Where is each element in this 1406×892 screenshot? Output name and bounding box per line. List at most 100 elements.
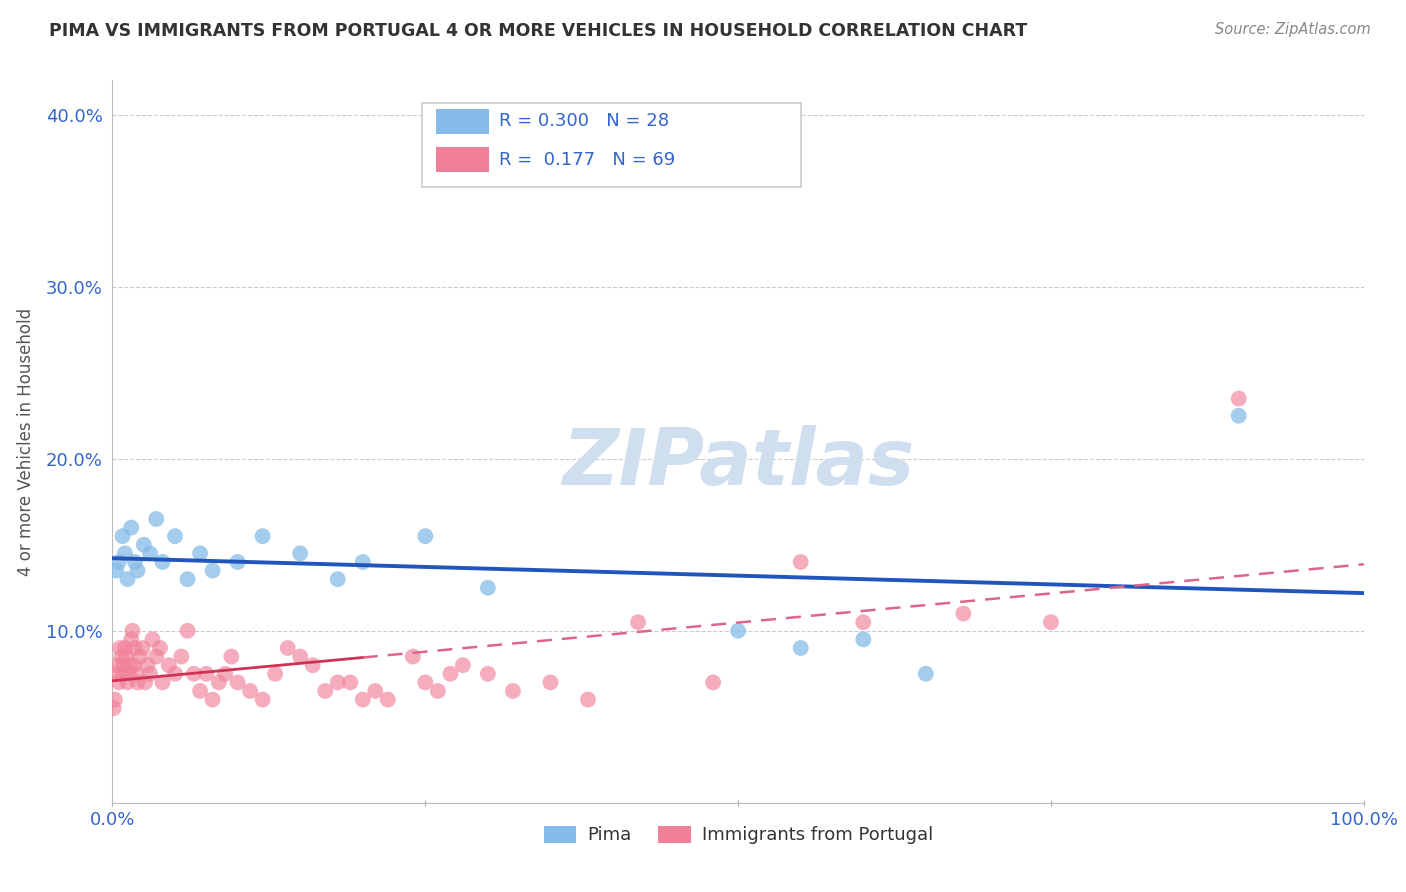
Immigrants from Portugal [124,640,146,655]
Pima [790,640,813,655]
Pima [139,546,162,560]
Immigrants from Portugal [301,658,323,673]
Immigrants from Portugal [1227,392,1250,406]
Immigrants from Portugal [111,666,134,681]
Pima [105,564,128,578]
Immigrants from Portugal [439,666,461,681]
Pima [127,564,149,578]
Immigrants from Portugal [107,658,129,673]
Immigrants from Portugal [277,640,299,655]
Pima [352,555,374,569]
Pima [290,546,312,560]
Immigrants from Portugal [576,692,599,706]
Immigrants from Portugal [122,658,145,673]
Pima [176,572,198,586]
Pima [226,555,249,569]
Immigrants from Portugal [129,649,152,664]
Immigrants from Portugal [117,675,139,690]
Immigrants from Portugal [339,675,361,690]
Immigrants from Portugal [239,684,262,698]
Pima [117,572,139,586]
Immigrants from Portugal [538,675,561,690]
Immigrants from Portugal [314,684,336,698]
Pima [477,581,499,595]
Immigrants from Portugal [221,649,243,664]
Immigrants from Portugal [264,666,287,681]
Immigrants from Portugal [208,675,231,690]
Text: R =  0.177   N = 69: R = 0.177 N = 69 [499,151,675,169]
Pima [727,624,749,638]
Immigrants from Portugal [120,632,142,647]
Immigrants from Portugal [157,658,180,673]
Immigrants from Portugal [131,640,153,655]
Text: R = 0.300   N = 28: R = 0.300 N = 28 [499,112,669,130]
Immigrants from Portugal [107,675,129,690]
Text: PIMA VS IMMIGRANTS FROM PORTUGAL 4 OR MORE VEHICLES IN HOUSEHOLD CORRELATION CHA: PIMA VS IMMIGRANTS FROM PORTUGAL 4 OR MO… [49,22,1028,40]
Immigrants from Portugal [163,666,186,681]
Immigrants from Portugal [702,675,724,690]
Immigrants from Portugal [852,615,875,630]
Immigrants from Portugal [110,649,132,664]
Immigrants from Portugal [145,649,167,664]
Immigrants from Portugal [364,684,387,698]
Immigrants from Portugal [127,675,149,690]
Pima [852,632,875,647]
Legend: Pima, Immigrants from Portugal: Pima, Immigrants from Portugal [536,818,941,852]
Immigrants from Portugal [125,666,148,681]
Pima [163,529,186,543]
Pima [915,666,938,681]
Pima [1227,409,1250,423]
Immigrants from Portugal [377,692,399,706]
Immigrants from Portugal [252,692,274,706]
Immigrants from Portugal [426,684,449,698]
Immigrants from Portugal [115,649,138,664]
Immigrants from Portugal [152,675,174,690]
Immigrants from Portugal [139,666,162,681]
Immigrants from Portugal [226,675,249,690]
Immigrants from Portugal [195,666,218,681]
Immigrants from Portugal [1039,615,1063,630]
Immigrants from Portugal [103,701,125,715]
Text: ZIPatlas: ZIPatlas [562,425,914,501]
Immigrants from Portugal [214,666,236,681]
Immigrants from Portugal [136,658,159,673]
Immigrants from Portugal [141,632,163,647]
Pima [120,520,142,534]
Immigrants from Portugal [170,649,193,664]
Pima [114,546,136,560]
Immigrants from Portugal [134,675,156,690]
Immigrants from Portugal [477,666,499,681]
Pima [111,529,134,543]
Immigrants from Portugal [176,624,198,638]
Pima [132,538,155,552]
Pima [252,529,274,543]
Pima [145,512,167,526]
Immigrants from Portugal [502,684,524,698]
Immigrants from Portugal [118,666,141,681]
Immigrants from Portugal [952,607,974,621]
Pima [188,546,211,560]
Pima [124,555,146,569]
Immigrants from Portugal [112,658,135,673]
Immigrants from Portugal [114,640,136,655]
Immigrants from Portugal [121,624,143,638]
Y-axis label: 4 or more Vehicles in Household: 4 or more Vehicles in Household [17,308,35,575]
Immigrants from Portugal [790,555,813,569]
Pima [107,555,129,569]
Pima [326,572,349,586]
Immigrants from Portugal [352,692,374,706]
Immigrants from Portugal [188,684,211,698]
Immigrants from Portugal [627,615,650,630]
Immigrants from Portugal [105,666,128,681]
Immigrants from Portugal [402,649,425,664]
Pima [201,564,224,578]
Text: Source: ZipAtlas.com: Source: ZipAtlas.com [1215,22,1371,37]
Immigrants from Portugal [118,658,141,673]
Immigrants from Portugal [201,692,224,706]
Immigrants from Portugal [326,675,349,690]
Immigrants from Portugal [149,640,172,655]
Pima [152,555,174,569]
Immigrants from Portugal [413,675,436,690]
Immigrants from Portugal [108,640,131,655]
Pima [413,529,436,543]
